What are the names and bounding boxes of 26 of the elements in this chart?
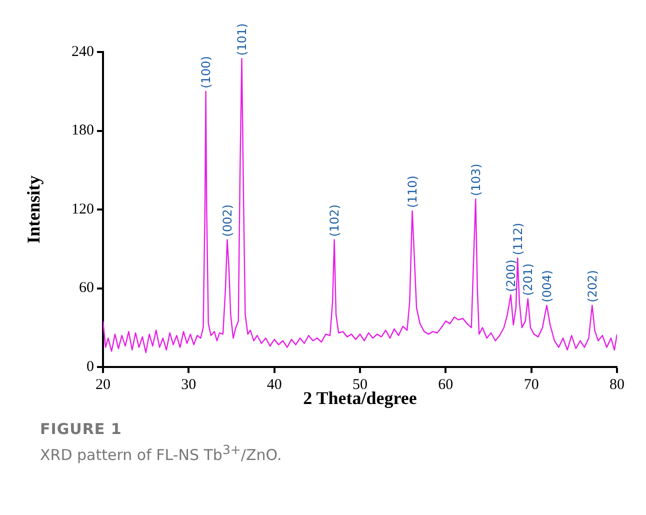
y-axis-title: Intensity: [23, 175, 44, 244]
y-tick-label: 0: [86, 358, 94, 375]
y-tick-label: 180: [72, 122, 94, 139]
annotation: (112): [510, 222, 525, 256]
annotation: (100): [198, 56, 213, 88]
text: XRD pattern of FL-NS Tb$^{3+}$/ZnO.: [40, 442, 282, 464]
x-tick-label: 30: [181, 376, 196, 393]
x-tick-label: 40: [266, 376, 282, 393]
x-tick-label: 50: [352, 376, 368, 393]
annotation: (002): [220, 204, 234, 237]
x-tick-label: 20: [96, 376, 110, 393]
annotation: (004): [540, 270, 554, 302]
annotation: (101): [234, 23, 249, 56]
annotation: (102): [327, 204, 342, 237]
y-tick-label: 120: [72, 201, 94, 218]
annotation: (201): [521, 263, 536, 296]
y-tick-label: 240: [72, 44, 94, 60]
annotation: (110): [405, 176, 420, 208]
x-tick-label: 80: [610, 376, 624, 393]
x-tick-label: 60: [438, 376, 454, 393]
annotation: (200): [504, 260, 518, 292]
annotation: (202): [585, 270, 600, 302]
annotation: (103): [468, 164, 483, 196]
caption: FIGURE 1: [40, 420, 123, 438]
y-tick-label: 60: [79, 280, 94, 296]
x-tick-label: 70: [524, 376, 539, 393]
